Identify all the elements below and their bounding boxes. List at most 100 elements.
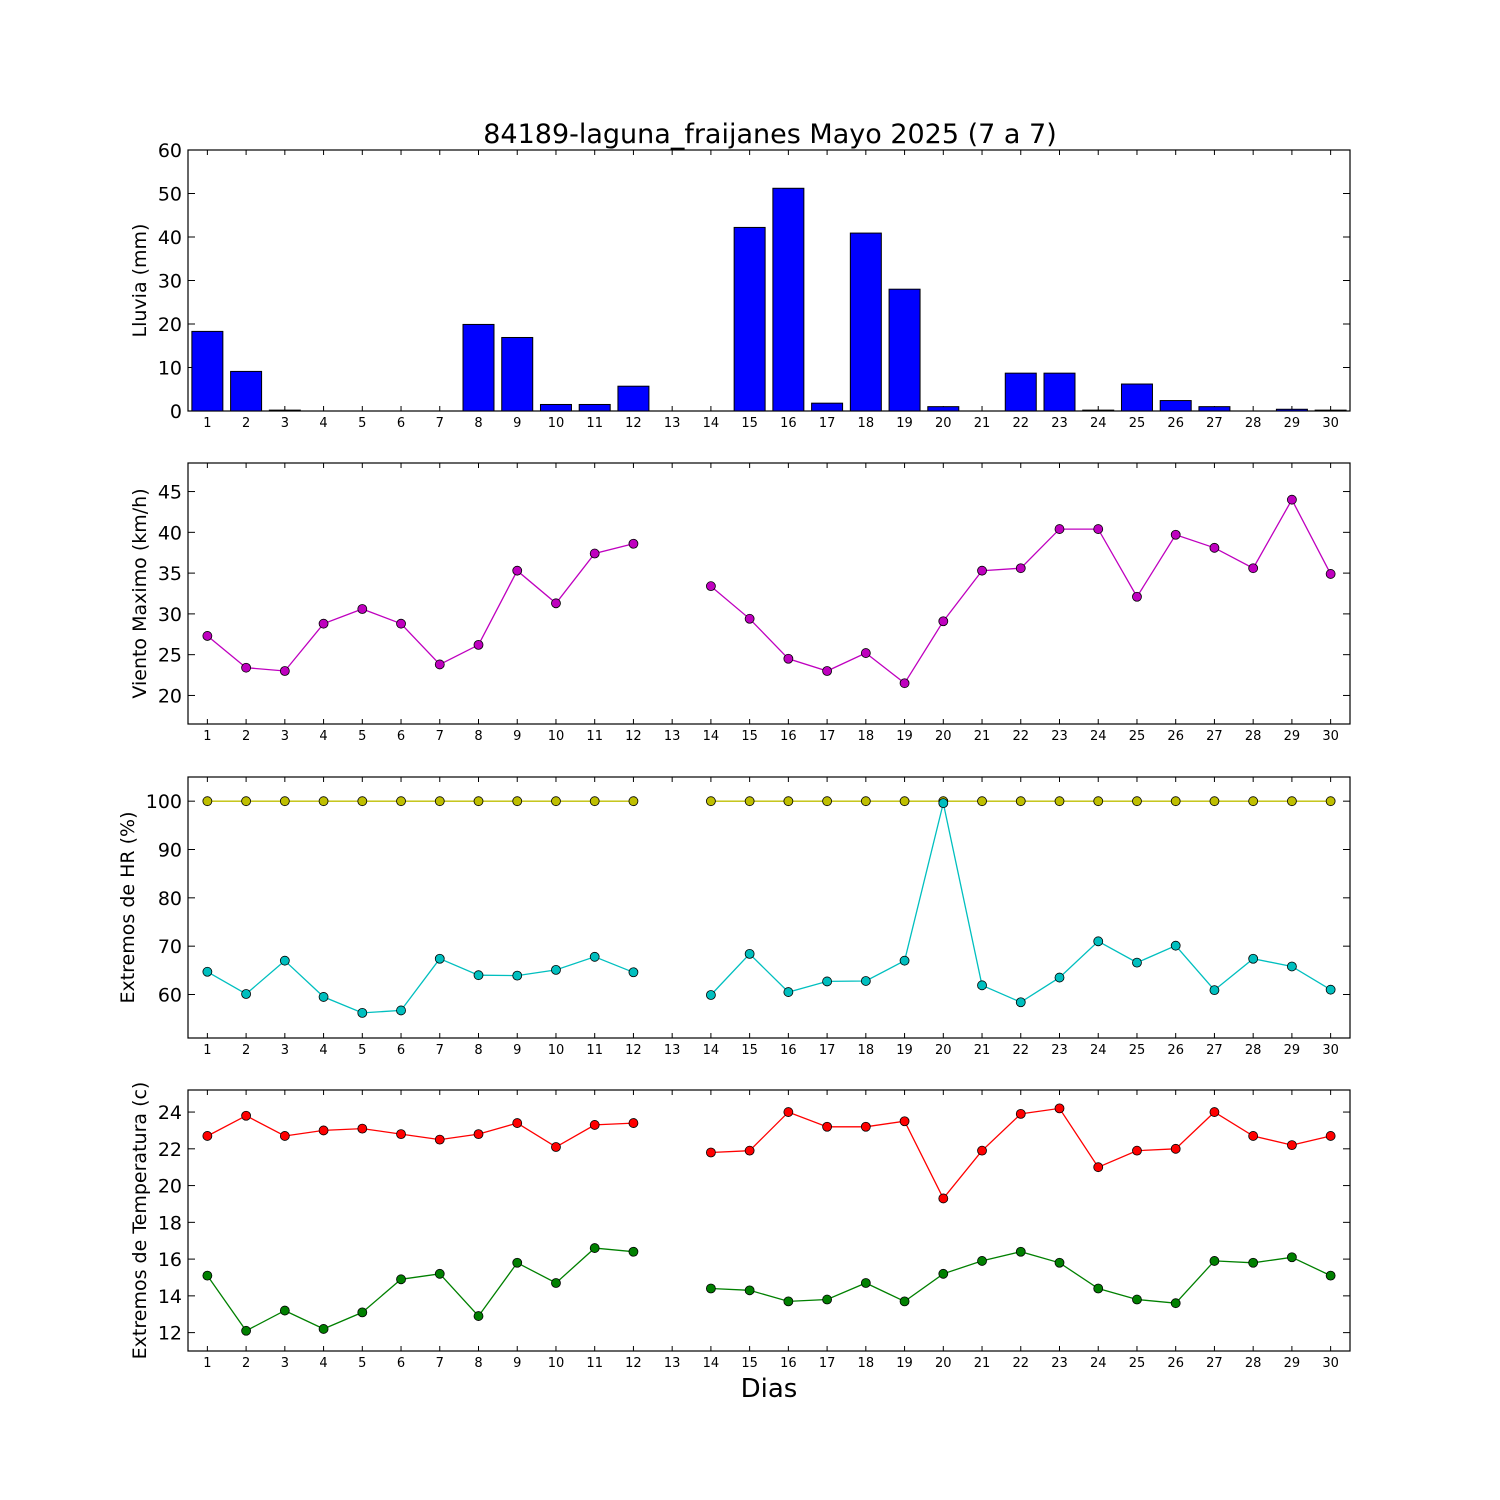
- data-point-viento: [744, 613, 755, 624]
- rain-bar: [501, 336, 534, 412]
- plot-frame-humedad: [187, 776, 1351, 1039]
- data-point-temperatura: [1093, 1283, 1104, 1294]
- data-point-humedad: [1209, 796, 1220, 807]
- data-point-humedad: [512, 796, 523, 807]
- x-tick-label: 18: [858, 1043, 875, 1058]
- data-point-humedad: [977, 980, 987, 991]
- data-point-humedad: [1054, 796, 1065, 807]
- x-tick-label: 11: [586, 416, 603, 431]
- data-point-temperatura: [1287, 1140, 1297, 1151]
- x-tick-label: 19: [896, 1043, 913, 1058]
- data-point-humedad: [1093, 936, 1104, 947]
- y-tick-label: 50: [158, 184, 182, 206]
- data-point-viento: [318, 618, 329, 629]
- data-point-humedad: [551, 796, 561, 807]
- y-tick-label: 100: [146, 791, 182, 813]
- x-tick-label: 16: [780, 729, 797, 744]
- x-tick-label: 1: [203, 729, 211, 744]
- x-tick-label: 25: [1129, 416, 1146, 431]
- x-tick-label: 24: [1090, 1356, 1107, 1371]
- data-point-humedad: [822, 976, 832, 987]
- data-point-temperatura: [628, 1246, 639, 1257]
- y-tick-label: 25: [158, 645, 182, 667]
- rain-bar: [578, 403, 611, 412]
- x-tick-label: 20: [935, 1043, 952, 1058]
- y-tick-label: 30: [158, 604, 182, 626]
- data-point-humedad: [783, 987, 794, 997]
- data-point-temperatura: [1170, 1298, 1181, 1309]
- x-tick-label: 16: [780, 1043, 797, 1058]
- y-tick-label: 20: [158, 314, 182, 336]
- x-tick-label: 26: [1167, 1356, 1184, 1371]
- panel-temperatura: 1 2 3 4 5 6 7 8 9 10 11 12 13 14 15 16 17 18 19 20 21 22 23 24 2…: [129, 1082, 1351, 1371]
- data-point-viento: [202, 631, 213, 641]
- x-tick-label: 29: [1284, 729, 1301, 744]
- x-tick-label: 12: [625, 1043, 642, 1058]
- data-point-temperatura: [706, 1147, 716, 1158]
- data-point-humedad: [202, 966, 213, 977]
- data-point-temperatura: [202, 1270, 213, 1281]
- data-point-viento: [434, 659, 445, 670]
- data-point-temperatura: [822, 1121, 832, 1132]
- x-tick-label: 3: [281, 729, 289, 744]
- x-tick-label: 27: [1206, 1356, 1223, 1371]
- data-point-humedad: [628, 796, 639, 807]
- data-point-humedad: [241, 989, 252, 999]
- x-tick-label: 2: [242, 1043, 250, 1058]
- data-point-humedad: [1248, 953, 1259, 964]
- data-point-humedad: [279, 955, 290, 966]
- x-tick-label: 10: [548, 1043, 565, 1058]
- x-tick-label: 11: [586, 1356, 603, 1371]
- x-tick-label: 13: [664, 1356, 681, 1371]
- x-tick-label: 21: [974, 729, 991, 744]
- x-tick-label: 11: [586, 1043, 603, 1058]
- data-point-humedad: [318, 992, 329, 1002]
- data-point-viento: [551, 598, 561, 609]
- rain-bar: [1120, 383, 1153, 412]
- x-tick-label: 21: [974, 416, 991, 431]
- x-tick-label: 9: [513, 416, 521, 431]
- data-point-viento: [706, 581, 716, 592]
- x-tick-label: 30: [1322, 1356, 1339, 1371]
- data-point-humedad: [1093, 796, 1104, 807]
- rain-bar: [733, 226, 766, 412]
- x-tick-label: 28: [1245, 1043, 1262, 1058]
- data-point-temperatura: [318, 1125, 329, 1136]
- data-point-temperatura: [1015, 1108, 1026, 1119]
- x-tick-label: 28: [1245, 1356, 1262, 1371]
- data-point-humedad: [1015, 796, 1026, 807]
- data-point-temperatura: [357, 1123, 368, 1134]
- data-point-viento: [783, 653, 794, 664]
- data-point-humedad: [589, 796, 600, 807]
- x-tick-label: 14: [703, 1356, 720, 1371]
- data-point-temperatura: [589, 1120, 600, 1130]
- y-tick-label: 16: [158, 1249, 182, 1271]
- x-tick-label: 25: [1129, 1043, 1146, 1058]
- x-tick-label: 7: [436, 416, 444, 431]
- rain-bar: [1004, 372, 1037, 412]
- data-point-humedad: [1170, 796, 1181, 807]
- data-point-viento: [1015, 563, 1026, 574]
- data-point-temperatura: [473, 1129, 484, 1140]
- data-point-temperatura: [1132, 1145, 1142, 1156]
- rain-bar: [849, 232, 882, 412]
- data-point-humedad: [434, 796, 445, 807]
- data-point-temperatura: [1325, 1131, 1336, 1141]
- data-point-humedad: [357, 1007, 368, 1018]
- data-point-humedad: [396, 796, 406, 807]
- x-tick-label: 16: [780, 416, 797, 431]
- x-tick-label: 5: [358, 416, 366, 431]
- x-tick-label: 28: [1245, 729, 1262, 744]
- data-point-humedad: [1287, 961, 1297, 972]
- x-tick-label: 4: [319, 416, 327, 431]
- data-point-humedad: [744, 949, 755, 959]
- data-point-viento: [473, 639, 484, 650]
- data-point-humedad: [706, 990, 716, 1000]
- x-tick-label: 3: [281, 1043, 289, 1058]
- data-point-viento: [938, 616, 949, 627]
- x-tick-label: 4: [319, 1356, 327, 1371]
- x-tick-label: 7: [436, 729, 444, 744]
- x-tick-label: 29: [1284, 416, 1301, 431]
